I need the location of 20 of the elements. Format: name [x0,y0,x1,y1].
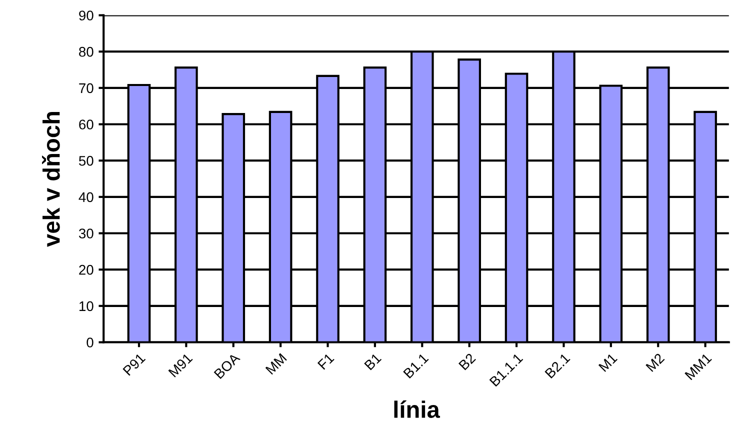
y-axis-title: vek v dňoch [42,112,60,247]
x-axis-title: línia [394,400,440,418]
y-tick-label: 20 [79,264,94,275]
y-tick-label: 80 [79,46,94,57]
x-tick-label: M2 [646,352,665,372]
y-tick-label: 90 [79,10,94,20]
y-tick-label: 50 [78,156,94,166]
x-tick-label: F1 [317,352,334,370]
y-tick-label: 70 [79,83,94,94]
y-tick-label: 60 [79,120,94,130]
y-tick-label: 40 [78,192,94,202]
y-tick-label: 10 [79,301,94,312]
y-tick-label: 30 [78,228,94,238]
x-tick-label: M1 [598,352,618,372]
x-tick-label: P91 [122,352,146,376]
y-tick-label: 0 [86,338,94,348]
x-tick-label: MM [265,353,287,375]
x-tick-label: B1 [364,352,382,370]
x-tick-label: M91 [168,352,193,378]
x-tick-label: B2 [458,352,476,370]
